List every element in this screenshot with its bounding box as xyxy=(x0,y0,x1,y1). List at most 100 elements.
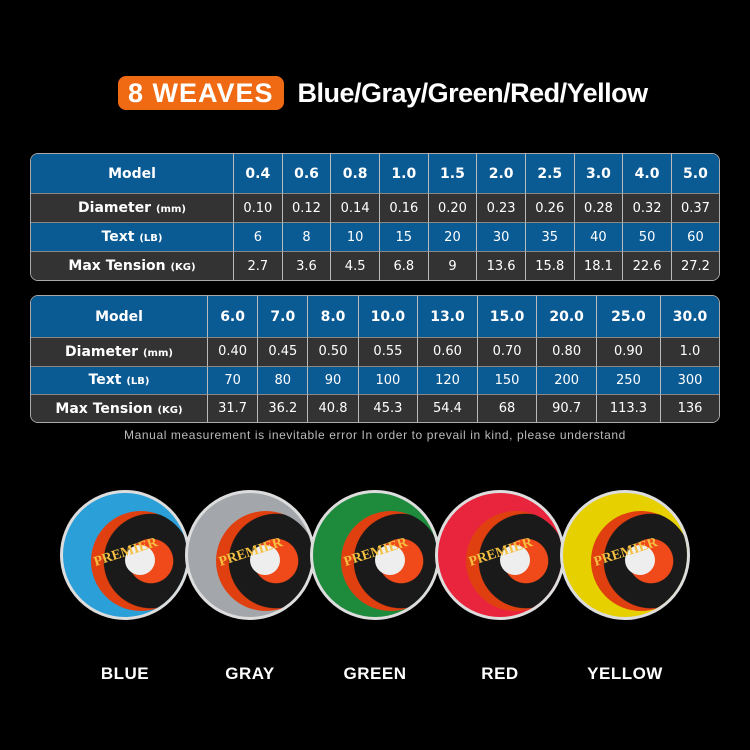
text-cell: 40 xyxy=(574,223,624,253)
spool-green: PREMIER xyxy=(310,490,440,620)
model-cell: 7.0 xyxy=(258,296,309,338)
color-name: YELLOW xyxy=(587,664,663,683)
diameter-row: Diameter (mm) 0.40 0.45 0.50 0.55 0.60 0.70 0.8… xyxy=(31,338,719,367)
color-name: BLUE xyxy=(100,664,150,683)
unit-label: (KG) xyxy=(170,262,196,274)
spool-gray: PREMIER xyxy=(185,490,315,620)
model-cell: 2.5 xyxy=(525,154,575,194)
text-cell: 8 xyxy=(282,223,332,253)
model-cell: 30.0 xyxy=(660,296,719,338)
tension-cell: 113.3 xyxy=(596,395,661,422)
tension-cell: 13.6 xyxy=(477,252,526,280)
tension-cell: 22.6 xyxy=(623,252,672,280)
diameter-cell: 0.80 xyxy=(537,338,597,367)
diameter-cell: 1.0 xyxy=(660,338,719,367)
tension-row: Max Tension (KG) 31.7 36.2 40.8 45.3 54.4 68 90… xyxy=(31,395,719,422)
text-cell: 35 xyxy=(525,223,575,253)
diameter-cell: 0.32 xyxy=(623,194,672,224)
spec-table-1: Model 0.4 0.6 0.8 1.0 1.5 2.0 2.5 3.0 4.0 5.0 Diame… xyxy=(30,153,720,281)
row-label-text: Max Tension xyxy=(55,400,153,417)
tension-cell: 2.7 xyxy=(234,252,283,280)
spool-hub xyxy=(375,545,405,575)
diameter-cell: 0.23 xyxy=(477,194,526,224)
text-cell: 250 xyxy=(596,366,661,396)
model-label: Model xyxy=(31,154,234,194)
model-row: Model 6.0 7.0 8.0 10.0 13.0 15.0 20.0 25.0 30.0 xyxy=(31,296,719,338)
text-cell: 90 xyxy=(308,366,359,396)
diameter-cell: 0.45 xyxy=(258,338,309,367)
text-cell: 300 xyxy=(660,366,719,396)
diameter-cell: 0.10 xyxy=(234,194,283,224)
row-label-text: Diameter xyxy=(78,200,152,217)
tension-cell: 90.7 xyxy=(537,395,597,422)
diameter-cell: 0.37 xyxy=(671,194,719,224)
spool-hub xyxy=(500,545,530,575)
spool-hub xyxy=(250,545,280,575)
text-cell: 200 xyxy=(537,366,597,396)
tension-label: Max Tension (KG) xyxy=(31,252,234,280)
model-cell: 1.5 xyxy=(428,154,478,194)
color-name: GRAY xyxy=(225,664,275,683)
text-cell: 80 xyxy=(258,366,309,396)
text-cell: 10 xyxy=(331,223,380,253)
model-cell: 1.0 xyxy=(379,154,429,194)
diameter-cell: 0.40 xyxy=(208,338,259,367)
tension-cell: 45.3 xyxy=(358,395,419,422)
text-cell: 70 xyxy=(208,366,259,396)
tension-cell: 36.2 xyxy=(258,395,309,422)
model-cell: 8.0 xyxy=(308,296,359,338)
model-cell: 25.0 xyxy=(596,296,661,338)
row-label-text: Diameter xyxy=(65,343,139,360)
unit-label: (KG) xyxy=(157,404,183,416)
diameter-cell: 0.60 xyxy=(418,338,478,367)
tension-cell: 3.6 xyxy=(282,252,332,280)
diameter-cell: 0.16 xyxy=(379,194,429,224)
text-label: Text (LB) xyxy=(31,223,234,253)
model-cell: 4.0 xyxy=(623,154,672,194)
text-row: Text (LB) 6 8 10 15 20 30 35 40 50 60 xyxy=(31,223,719,253)
measurement-note: Manual measurement is inevitable error I… xyxy=(124,428,626,442)
tension-cell: 15.8 xyxy=(525,252,575,280)
row-label-text: Model xyxy=(108,165,156,182)
text-label: Text (LB) xyxy=(31,366,208,396)
tension-cell: 4.5 xyxy=(331,252,380,280)
title: 8 WEAVES Blue/Gray/Green/Red/Yellow xyxy=(118,76,648,110)
tension-cell: 54.4 xyxy=(418,395,478,422)
text-cell: 100 xyxy=(358,366,419,396)
diameter-cell: 0.50 xyxy=(308,338,359,367)
text-cell: 30 xyxy=(477,223,526,253)
model-cell: 10.0 xyxy=(358,296,419,338)
text-row: Text (LB) 70 80 90 100 120 150 200 250 300 xyxy=(31,366,719,396)
model-cell: 0.6 xyxy=(282,154,332,194)
diameter-label: Diameter (mm) xyxy=(31,338,208,367)
tension-cell: 27.2 xyxy=(671,252,719,280)
diameter-cell: 0.14 xyxy=(331,194,380,224)
diameter-cell: 0.26 xyxy=(525,194,575,224)
spool-yellow: PREMIER xyxy=(560,490,690,620)
tension-cell: 18.1 xyxy=(574,252,624,280)
model-label: Model xyxy=(31,296,208,338)
diameter-cell: 0.12 xyxy=(282,194,332,224)
tension-cell: 9 xyxy=(428,252,478,280)
weaves-badge: 8 WEAVES xyxy=(118,76,284,110)
diameter-label: Diameter (mm) xyxy=(31,194,234,224)
unit-label: (mm) xyxy=(155,204,186,216)
model-cell: 0.4 xyxy=(234,154,283,194)
tension-cell: 6.8 xyxy=(379,252,429,280)
text-cell: 20 xyxy=(428,223,478,253)
diameter-cell: 0.28 xyxy=(574,194,624,224)
unit-label: (mm) xyxy=(142,347,173,359)
diameter-cell: 0.90 xyxy=(596,338,661,367)
unit-label: (LB) xyxy=(126,376,150,388)
diameter-cell: 0.55 xyxy=(358,338,419,367)
spool-hub xyxy=(625,545,655,575)
row-label-text: Max Tension xyxy=(68,258,166,275)
tension-cell: 68 xyxy=(477,395,538,422)
tension-cell: 136 xyxy=(660,395,719,422)
model-cell: 2.0 xyxy=(477,154,526,194)
row-label-text: Text xyxy=(88,372,122,389)
tension-row: Max Tension (KG) 2.7 3.6 4.5 6.8 9 13.6 15.8 18.… xyxy=(31,252,719,280)
diameter-cell: 0.70 xyxy=(477,338,538,367)
tension-cell: 40.8 xyxy=(308,395,359,422)
diameter-cell: 0.20 xyxy=(428,194,478,224)
